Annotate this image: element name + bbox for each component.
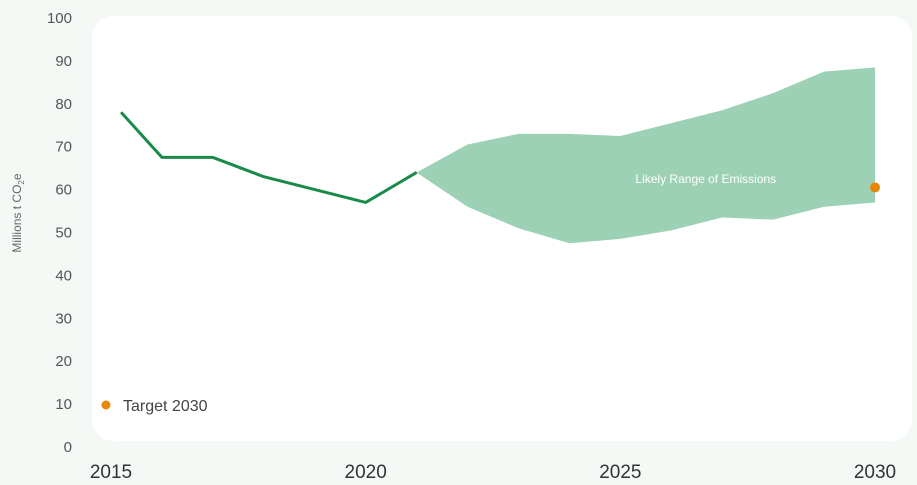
y-axis-label-suffix: e [10, 173, 24, 180]
y-tick-label: 90 [55, 53, 72, 70]
y-tick-label: 40 [55, 267, 72, 284]
emissions-point [365, 201, 367, 203]
y-tick-label: 80 [55, 96, 72, 113]
y-axis-label-main: Millions t CO [10, 185, 24, 253]
x-axis-ticks: 2015 2020 2025 2030 [90, 462, 896, 483]
y-tick-label: 60 [55, 182, 72, 199]
y-axis-ticks: 0 10 20 30 40 50 60 70 80 90 100 [47, 10, 72, 456]
emissions-points [120, 111, 418, 203]
x-tick-label: 2025 [599, 462, 641, 483]
y-tick-label: 0 [64, 439, 72, 456]
legend-target-label: Target 2030 [123, 398, 208, 415]
y-tick-label: 30 [55, 310, 72, 327]
emissions-point [416, 171, 418, 173]
x-tick-label: 2020 [345, 462, 387, 483]
plot-background [92, 16, 912, 441]
emissions-point [212, 156, 214, 158]
likely-range-band [416, 67, 875, 244]
y-tick-label: 10 [55, 396, 72, 413]
y-tick-label: 50 [55, 225, 72, 242]
y-tick-label: 70 [55, 139, 72, 156]
likely-range-label: Likely Range of Emissions [635, 172, 776, 186]
x-tick-label: 2015 [90, 462, 132, 483]
emissions-point [263, 176, 265, 178]
y-axis-label: Millions t CO2e [10, 173, 26, 252]
emissions-point [161, 156, 163, 158]
y-tick-label: 20 [55, 353, 72, 370]
emissions-point [120, 111, 122, 113]
legend-target-marker [101, 400, 111, 410]
target-2030-point [870, 182, 880, 193]
y-tick-label: 100 [47, 10, 72, 27]
emissions-point [314, 189, 316, 191]
x-tick-label: 2030 [854, 462, 896, 483]
y-axis-label-subscript: 2 [17, 180, 26, 185]
